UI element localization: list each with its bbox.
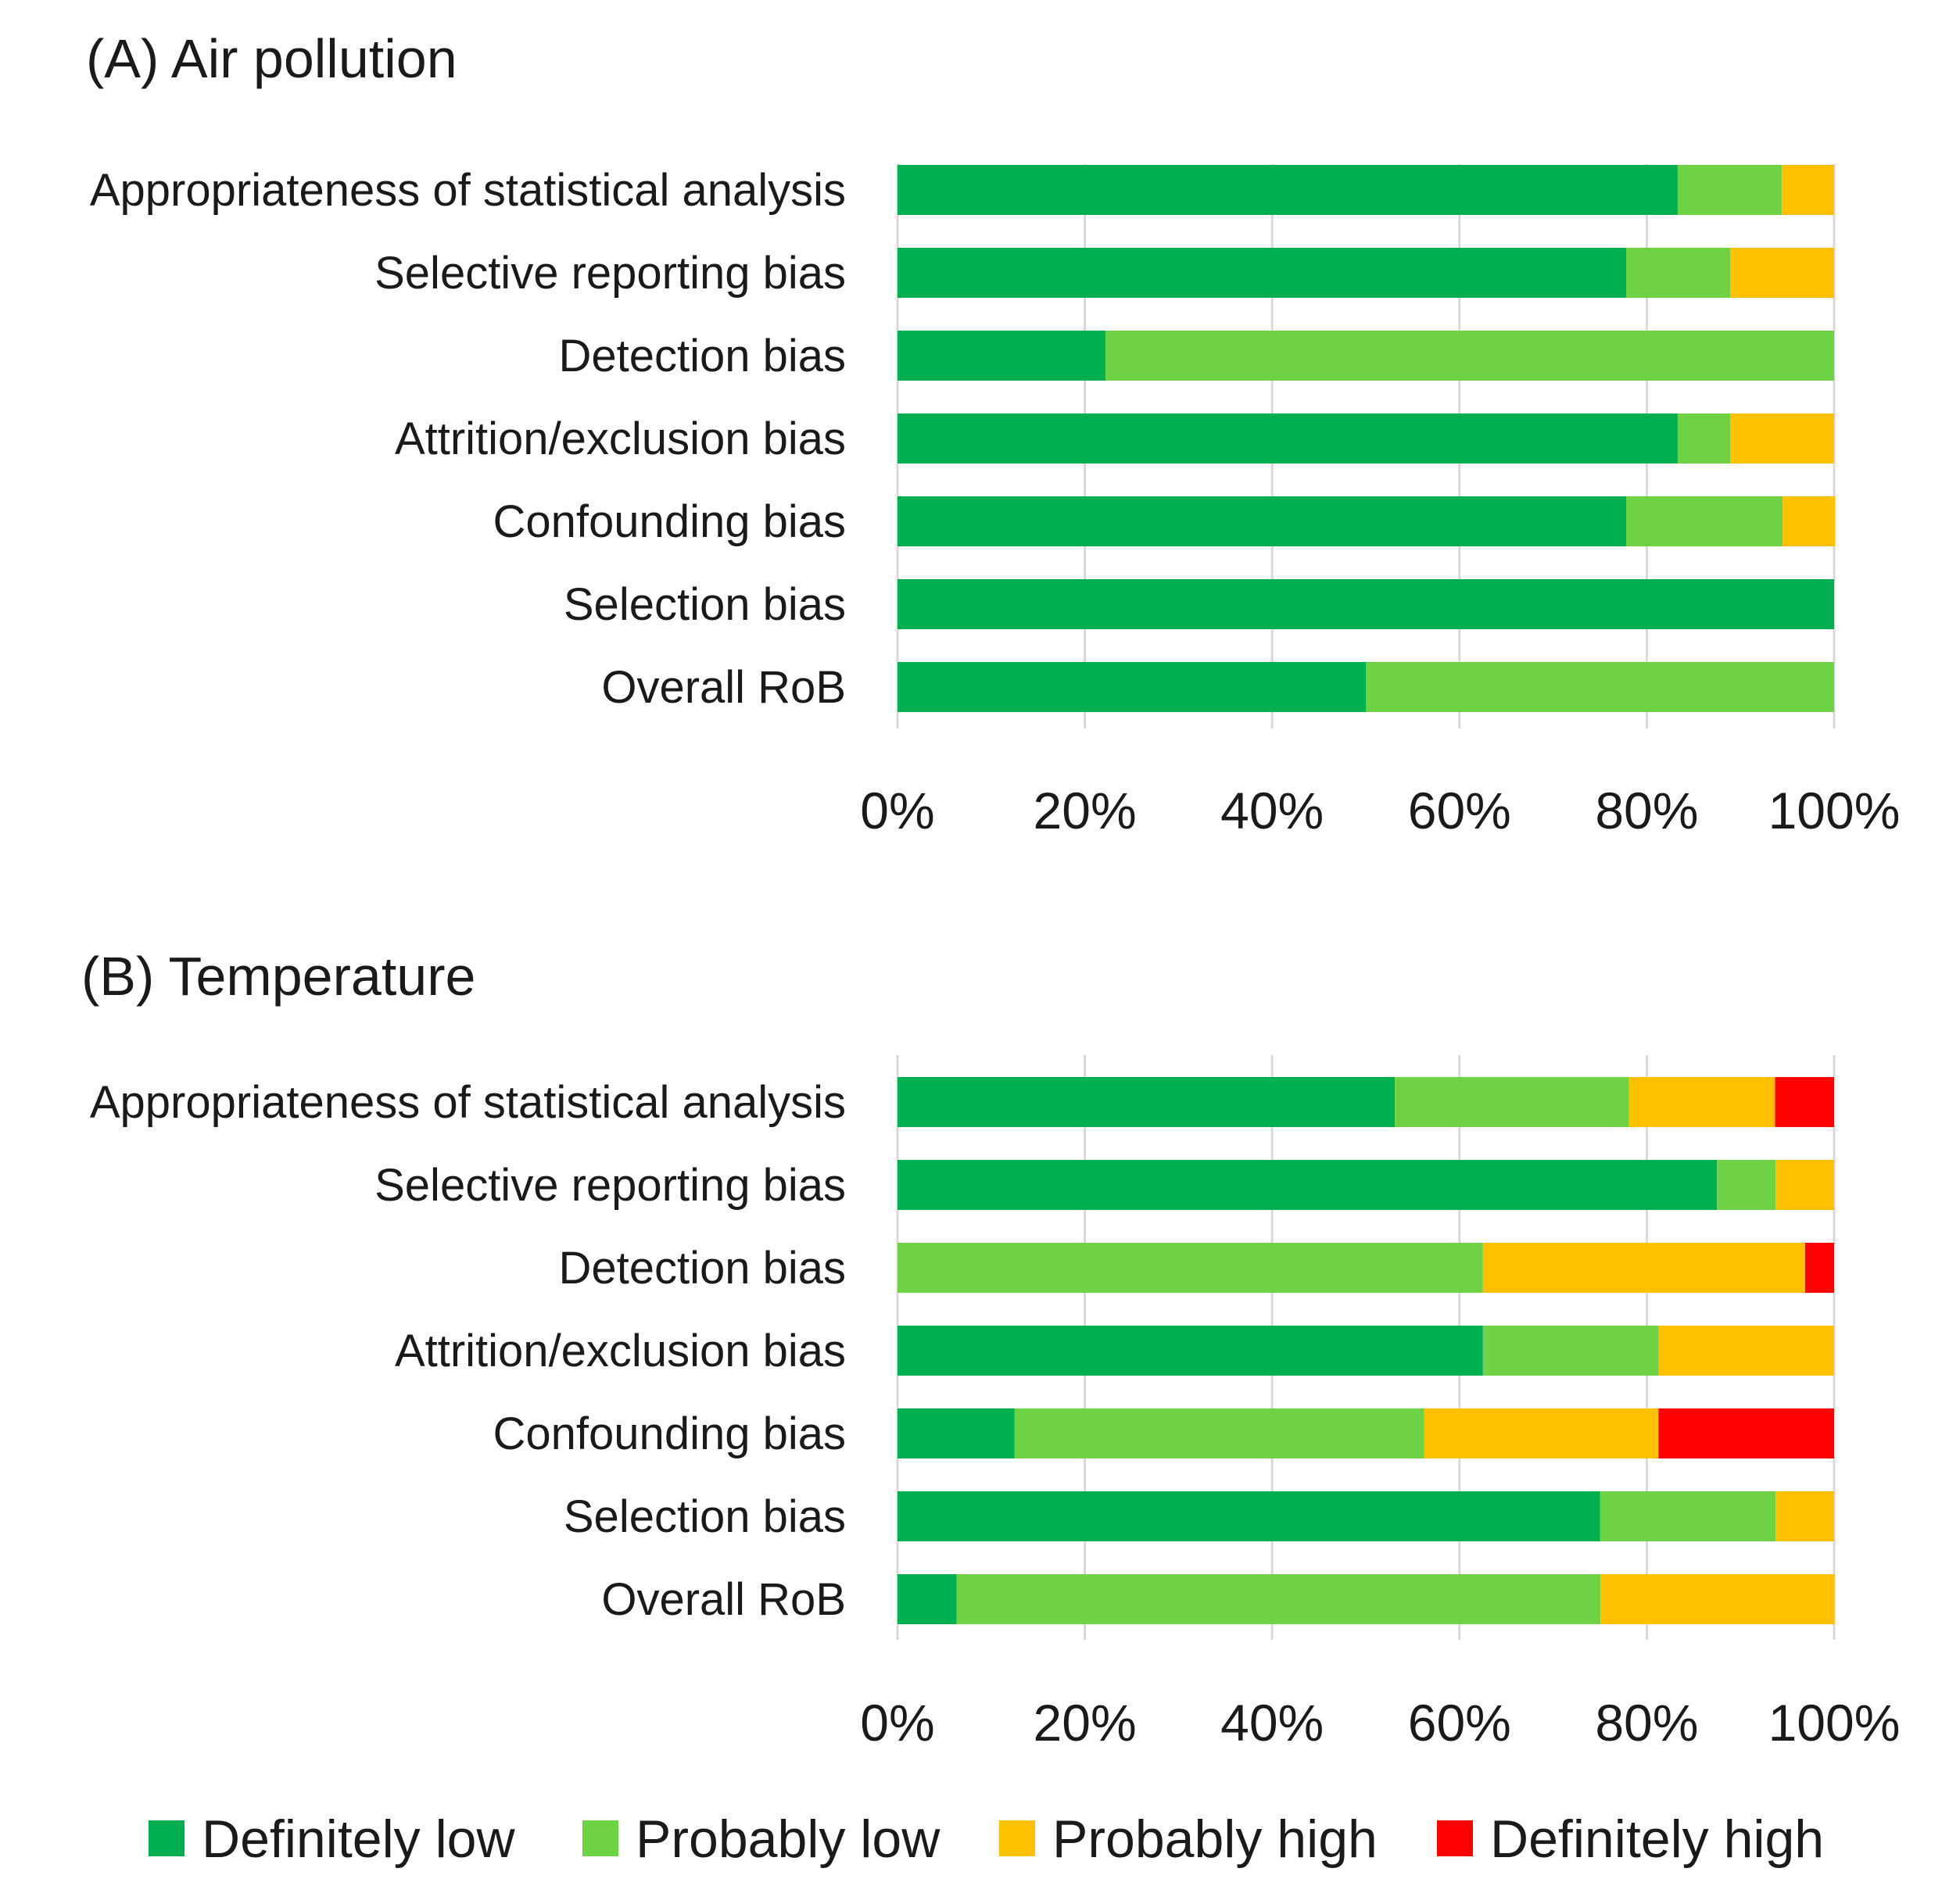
x-tick-label: 80% [1595, 782, 1698, 839]
category-label: Confounding bias [493, 496, 846, 547]
bar-segment-probably-low [1717, 1160, 1776, 1210]
category-label: Selective reporting bias [374, 1160, 846, 1211]
category-label: Detection bias [558, 1243, 846, 1294]
panel-a-title: (A) Air pollution [86, 28, 457, 89]
legend-swatch-definitely-high [1437, 1820, 1473, 1856]
bar-segment-definitely-low [898, 248, 1627, 298]
x-tick-label: 40% [1220, 1694, 1324, 1752]
bar-segment-probably-low [1014, 1408, 1424, 1458]
legend-label-definitely-high: Definitely high [1490, 1809, 1824, 1869]
bar-segment-probably-high [1600, 1574, 1835, 1624]
bar-segment-probably-high [1424, 1408, 1659, 1458]
bar-segment-probably-high [1775, 1491, 1834, 1541]
legend-swatch-probably-high [999, 1820, 1035, 1856]
bar-segment-probably-high [1658, 1326, 1834, 1376]
bar-segment-definitely-low [898, 413, 1678, 463]
bar-segment-probably-low [898, 1243, 1483, 1293]
bar-segment-probably-high [1482, 1243, 1805, 1293]
bar-segment-definitely-low [898, 662, 1366, 712]
bar-segment-probably-low [1677, 165, 1782, 215]
x-tick-label: 60% [1408, 782, 1511, 839]
x-tick-label: 20% [1034, 1694, 1137, 1752]
x-tick-label: 0% [860, 1694, 934, 1752]
bar-segment-definitely-low [898, 1077, 1396, 1127]
legend-label-probably-low: Probably low [636, 1809, 941, 1869]
x-tick-label: 40% [1220, 782, 1324, 839]
legend-swatch-probably-low [582, 1820, 618, 1856]
bar-segment-probably-high [1730, 413, 1834, 463]
bar-segment-probably-low [1677, 413, 1731, 463]
bar-segment-probably-low [1366, 662, 1834, 712]
bar-segment-probably-low [956, 1574, 1601, 1624]
panel-b: 0% 20% 40% 60% 80% 100% Appropriateness of sta… [90, 1055, 1901, 1752]
bar-segment-probably-low [1105, 331, 1834, 381]
category-label: Selection bias [564, 579, 846, 630]
bar-segment-probably-low [1600, 1491, 1776, 1541]
bar-segment-probably-low [1626, 248, 1731, 298]
category-label: Detection bias [558, 331, 846, 381]
bar-segment-definitely-low [898, 1574, 957, 1624]
category-label: Appropriateness of statistical analysis [90, 1077, 846, 1128]
bar-segment-probably-high [1781, 165, 1834, 215]
x-tick-label: 60% [1408, 1694, 1511, 1752]
bar-segment-probably-high [1775, 1160, 1834, 1210]
legend-label-definitely-low: Definitely low [202, 1809, 515, 1869]
bar-segment-probably-low [1626, 496, 1783, 546]
bar-segment-definitely-high [1804, 1243, 1834, 1293]
category-label: Confounding bias [493, 1408, 846, 1459]
bar-segment-definitely-low [898, 331, 1105, 381]
x-tick-label: 20% [1034, 782, 1137, 839]
category-label: Selective reporting bias [374, 248, 846, 299]
category-label: Attrition/exclusion bias [395, 1326, 846, 1376]
legend-swatch-definitely-low [149, 1820, 185, 1856]
bar-segment-definitely-low [898, 1408, 1015, 1458]
x-tick-label: 100% [1768, 782, 1901, 839]
bar-segment-probably-low [1395, 1077, 1629, 1127]
x-tick-label: 0% [860, 782, 934, 839]
x-tick-label: 80% [1595, 1694, 1698, 1752]
category-label: Overall RoB [601, 662, 846, 713]
x-tick-label: 100% [1768, 1694, 1901, 1752]
panel-b-title: (B) Temperature [81, 946, 475, 1007]
panel-a: 0% 20% 40% 60% 80% 100% Appropriateness of sta… [90, 164, 1901, 839]
bar-segment-definitely-low [898, 1326, 1483, 1376]
category-label: Selection bias [564, 1491, 846, 1542]
bar-segment-definitely-low [898, 496, 1627, 546]
legend: Definitely low Probably low Probably high D… [149, 1809, 1824, 1869]
bar-segment-definitely-high [1775, 1077, 1834, 1127]
category-label: Attrition/exclusion bias [395, 413, 846, 464]
category-label: Appropriateness of statistical analysis [90, 165, 846, 216]
bar-segment-probably-high [1783, 496, 1836, 546]
bar-segment-definitely-low [898, 579, 1834, 629]
bar-segment-probably-high [1730, 248, 1834, 298]
bar-segment-definitely-low [898, 165, 1678, 215]
bar-segment-probably-high [1628, 1077, 1775, 1127]
bar-segment-definitely-low [898, 1160, 1718, 1210]
bar-segment-definitely-high [1658, 1408, 1834, 1458]
bar-segment-probably-low [1482, 1326, 1659, 1376]
category-label: Overall RoB [601, 1574, 846, 1625]
legend-label-probably-high: Probably high [1052, 1809, 1378, 1869]
bar-segment-definitely-low [898, 1491, 1600, 1541]
